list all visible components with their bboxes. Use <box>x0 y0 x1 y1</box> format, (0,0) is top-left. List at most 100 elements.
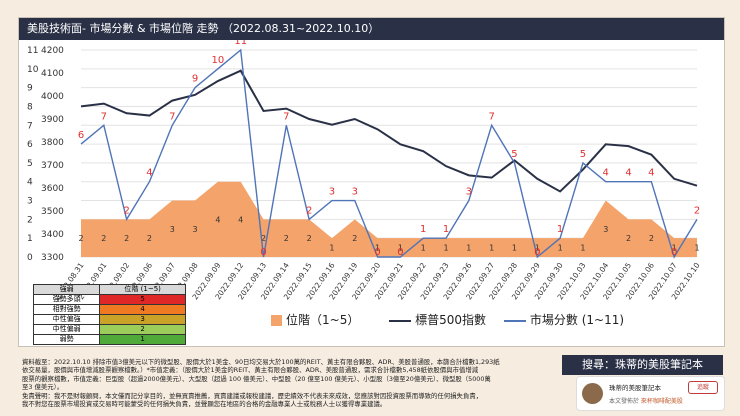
score-line <box>80 48 698 259</box>
level-data-label: 4 <box>238 215 243 224</box>
level-table: 強弱 位階 (1~5) 強勢多頭 5 相對強勢 4 中性偏強 3 中性偏弱 2 弱勢 1 <box>32 284 186 345</box>
level-data-label: 2 <box>649 234 654 243</box>
level-data-label: 1 <box>375 244 380 253</box>
sp500-line <box>80 69 698 193</box>
score-data-label: 4 <box>625 168 631 179</box>
score-data-label: 7 <box>169 111 175 122</box>
disclaimer-line: 免責聲明：我不是財報顧問，本文僅而記分享目的，並無買賣推薦，買賣建議或報稅建議，… <box>22 391 483 400</box>
follow-button[interactable]: 追蹤 <box>688 381 718 394</box>
level-area <box>81 181 697 257</box>
left-tick-label: 5 <box>27 159 33 169</box>
score-data-label: 2 <box>694 205 700 216</box>
score-data-label: 9 <box>192 74 198 85</box>
level-data-label: 2 <box>78 234 83 243</box>
combo-chart: 0123456789101133003400350036003700380039… <box>27 40 702 301</box>
score-data-label: 1 <box>420 224 426 235</box>
left-tick-label: 8 <box>27 102 33 112</box>
score-data-label: 3 <box>329 187 335 198</box>
level-value: 5 <box>99 294 186 305</box>
author-publication: 本文發佈於 來杯咖啡配美股 <box>609 396 683 405</box>
score-data-label: 2 <box>306 205 312 216</box>
legend-score-swatch <box>503 319 526 322</box>
level-data-label: 1 <box>421 244 426 253</box>
level-table-row: 弱勢 1 <box>32 334 186 345</box>
legend-area-swatch <box>271 315 282 326</box>
score-data-label: 0 <box>671 247 677 258</box>
left-tick-label: 7 <box>27 121 33 131</box>
level-data-label: 1 <box>512 244 517 253</box>
level-label: 強勢多頭 <box>32 294 101 305</box>
level-table-row: 中性偏弱 2 <box>32 324 186 335</box>
score-data-label: 4 <box>648 168 654 179</box>
level-label: 中性偏弱 <box>32 324 101 335</box>
author-name[interactable]: 珠蒂的美股筆記本 <box>609 384 661 392</box>
right-tick-label: 4200 <box>41 46 64 56</box>
level-data-label: 1 <box>672 244 677 253</box>
publication-prefix: 本文發佈於 <box>609 398 641 405</box>
level-data-label: 2 <box>261 234 266 243</box>
level-label: 中性偏強 <box>32 314 101 325</box>
level-label: 弱勢 <box>32 334 101 345</box>
score-data-label: 0 <box>534 247 540 258</box>
footnote-line: 至3 億美元）。 <box>22 383 64 392</box>
score-data-label: 2 <box>123 205 129 216</box>
right-tick-label: 4100 <box>41 69 64 79</box>
level-data-label: 2 <box>124 234 129 243</box>
score-data-label: 7 <box>101 111 107 122</box>
level-table-row: 相對強勢 4 <box>32 304 186 315</box>
author-card[interactable]: 珠蒂的美股筆記本 追蹤 本文發佈於 來杯咖啡配美股 <box>576 376 725 411</box>
level-data-label: 1 <box>694 244 699 253</box>
left-tick-label: 0 <box>27 253 33 263</box>
level-value: 3 <box>99 314 186 325</box>
score-data-label: 4 <box>146 168 152 179</box>
level-data-label: 1 <box>580 244 585 253</box>
left-tick-label: 6 <box>27 140 33 150</box>
level-table-header-strength: 強弱 <box>32 284 101 295</box>
footnote-line: 資料截至：2022.10.10 排除市值3億美元以下的微型股、股價大於1美金、9… <box>22 358 500 366</box>
left-tick-label: 3 <box>27 197 33 207</box>
right-tick-label: 4000 <box>41 92 64 102</box>
left-tick-label: 4 <box>27 178 33 188</box>
score-data-label: 0 <box>260 247 266 258</box>
left-tick-label: 10 <box>27 65 39 75</box>
legend-score-label: 市場分數 (1~11) <box>529 313 625 327</box>
left-tick-label: 2 <box>27 215 33 225</box>
footnote-line: 股票的觀察檔數，市值定義：巨型股（超過2000億美元）、大型股（超過 100 億… <box>22 374 491 383</box>
score-data-label: 11 <box>234 40 247 47</box>
score-data-label: 5 <box>511 149 517 160</box>
level-table-header-level: 位階 (1~5) <box>99 284 186 295</box>
level-data-label: 1 <box>558 244 563 253</box>
score-data-label: 0 <box>374 247 380 258</box>
level-table-row: 中性偏強 3 <box>32 314 186 325</box>
right-tick-label: 3400 <box>41 230 64 240</box>
publication-link[interactable]: 來杯咖啡配美股 <box>640 398 683 405</box>
chart-title: 美股技術面- 市場分數 & 市場位階 走勢 （2022.08.31~2022.1… <box>19 18 724 40</box>
score-data-label: 10 <box>212 55 225 66</box>
level-data-label: 1 <box>466 244 471 253</box>
level-data-label: 2 <box>147 234 152 243</box>
score-data-label: 3 <box>352 187 358 198</box>
level-data-label: 3 <box>170 225 175 234</box>
level-data-label: 2 <box>284 234 289 243</box>
avatar[interactable] <box>582 383 603 404</box>
right-tick-label: 3500 <box>41 207 64 217</box>
score-data-label: 1 <box>443 224 449 235</box>
score-data-label: 1 <box>557 224 563 235</box>
search-banner[interactable]: 搜尋：珠蒂的美股筆記本 <box>562 355 723 375</box>
chart-legend: 位階（1~5） 標普500指數 市場分數 (1~11) <box>271 311 624 328</box>
footnote-line: 依交易量，股價與市值增減股票觀察檔數。）*市值定義：（股價大於1美金的REIT、… <box>22 366 479 375</box>
right-tick-label: 3800 <box>41 138 64 148</box>
score-data-label: 0 <box>397 247 403 258</box>
footnotes: 資料截至：2022.10.10 排除市值3億美元以下的微型股、股價大於1美金、9… <box>22 358 550 408</box>
level-data-label: 3 <box>193 225 198 234</box>
right-tick-label: 3700 <box>41 161 64 171</box>
level-data-label: 1 <box>489 244 494 253</box>
score-data-label: 5 <box>580 149 586 160</box>
right-tick-label: 3300 <box>41 253 64 263</box>
level-data-label: 1 <box>443 244 448 253</box>
legend-area-label: 位階（1~5） <box>286 313 360 327</box>
left-tick-label: 9 <box>27 84 33 94</box>
score-data-label: 7 <box>488 111 494 122</box>
level-data-label: 2 <box>307 234 312 243</box>
level-value: 1 <box>99 334 186 345</box>
